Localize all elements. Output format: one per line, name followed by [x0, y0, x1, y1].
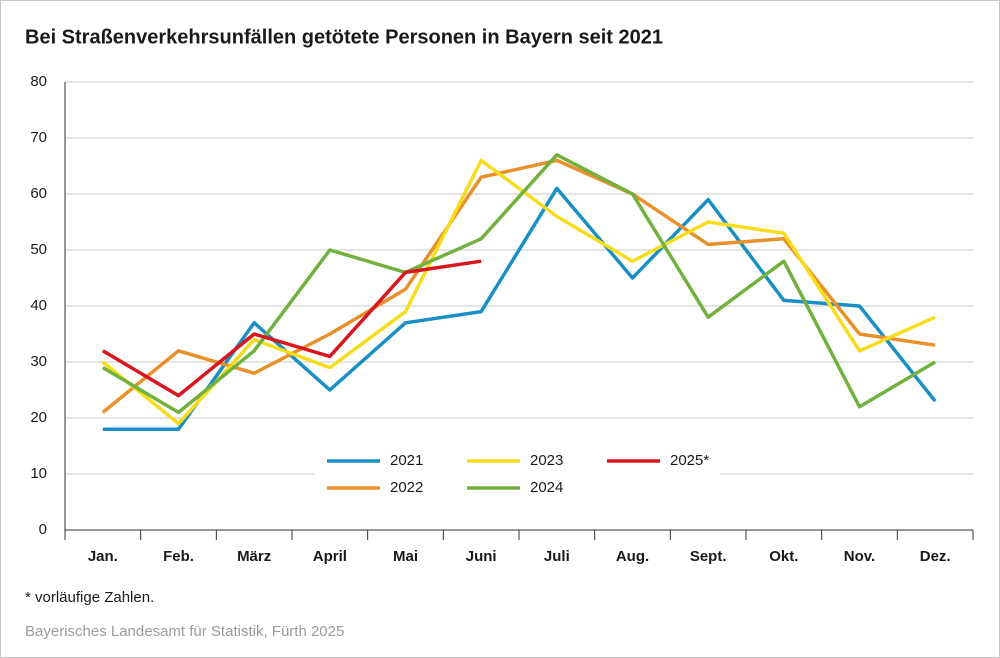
x-tick-label: Aug. — [616, 548, 649, 565]
y-tick-label: 40 — [30, 297, 47, 314]
x-tick-label: April — [313, 548, 347, 565]
x-tick-label: Juli — [544, 548, 570, 565]
y-tick-label: 20 — [30, 409, 47, 426]
y-tick-label: 50 — [30, 241, 47, 258]
series-line — [101, 153, 937, 415]
x-tick-label: Mai — [393, 548, 418, 565]
legend-label: 2021 — [390, 452, 423, 469]
source: Bayerisches Landesamt für Statistik, Für… — [25, 623, 344, 640]
series-line — [101, 259, 482, 398]
footnote: * vorläufige Zahlen. — [25, 589, 154, 606]
x-tick-label: Nov. — [844, 548, 875, 565]
legend-label: 2023 — [530, 452, 563, 469]
x-tick-label: Sept. — [690, 548, 727, 565]
legend-label: 2022 — [390, 479, 423, 496]
x-tick-label: Jan. — [88, 548, 118, 565]
x-tick-label: Juni — [466, 548, 497, 565]
x-tick-label: Okt. — [769, 548, 798, 565]
x-tick-label: Feb. — [163, 548, 194, 565]
y-tick-label: 70 — [30, 129, 47, 146]
y-tick-label: 10 — [30, 465, 47, 482]
y-tick-label: 60 — [30, 185, 47, 202]
legend-label: 2025* — [670, 452, 709, 469]
y-tick-label: 80 — [30, 73, 47, 90]
chart-title: Bei Straßenverkehrsunfällen getötete Per… — [25, 26, 663, 48]
legend-box — [315, 446, 720, 504]
y-tick-label: 0 — [39, 521, 47, 538]
series-line — [102, 186, 937, 431]
legend-label: 2024 — [530, 479, 563, 496]
series-line — [101, 158, 936, 426]
x-tick-label: Dez. — [920, 548, 951, 565]
x-tick-label: März — [237, 548, 271, 565]
y-tick-label: 30 — [30, 353, 47, 370]
